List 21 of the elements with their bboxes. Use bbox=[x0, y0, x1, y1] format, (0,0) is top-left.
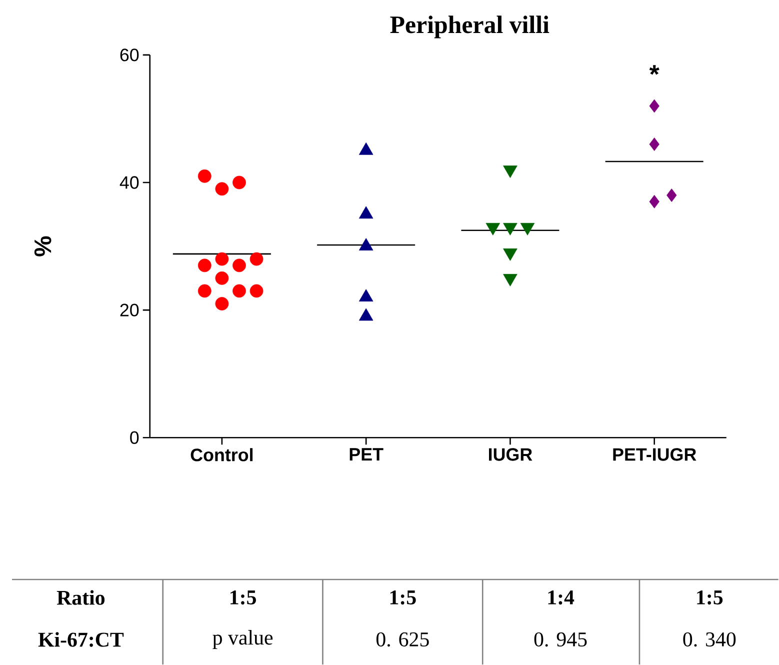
y-axis-title: % bbox=[34, 236, 52, 256]
text: 0. 625 bbox=[376, 632, 429, 647]
text: 1:5 bbox=[390, 590, 416, 604]
chart-title: Peripheral villi bbox=[390, 16, 550, 38]
text: 1:4 bbox=[548, 590, 574, 604]
text: Ratio bbox=[56, 590, 105, 605]
y-tick-label: 60 bbox=[120, 48, 139, 62]
y-tick-label: 40 bbox=[120, 176, 139, 189]
annotation: * bbox=[649, 65, 660, 75]
y-tick-label: 0 bbox=[130, 431, 139, 444]
x-tick-label: Control bbox=[190, 448, 253, 462]
text: 1:5 bbox=[697, 590, 723, 604]
x-tick-label: IUGR bbox=[489, 448, 532, 461]
text: 0. 945 bbox=[534, 632, 587, 647]
text: 1:5 bbox=[230, 590, 256, 604]
text: p value bbox=[212, 630, 273, 649]
y-tick-label: 20 bbox=[120, 304, 139, 316]
text: Ki-67:CT bbox=[38, 632, 124, 647]
text: 0. 340 bbox=[683, 632, 736, 647]
x-tick-label: PET bbox=[350, 448, 384, 460]
x-tick-label: PET-IUGR bbox=[613, 448, 696, 461]
